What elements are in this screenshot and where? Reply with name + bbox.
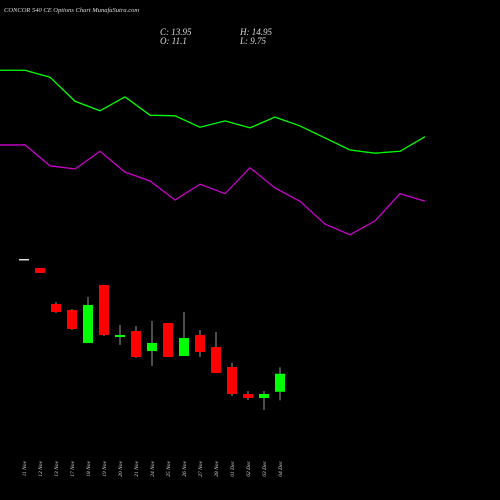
candle-body (99, 285, 109, 335)
readout-label: O: (160, 36, 170, 46)
x-tick-label: 18 Nov (86, 460, 92, 476)
readout-label: H: (239, 27, 250, 37)
candle-body (35, 267, 45, 273)
x-tick-label: 11 Nov (22, 460, 28, 476)
x-tick-label: 27 Nov (198, 460, 204, 476)
candle-body (115, 335, 125, 338)
x-tick-label: 24 Nov (149, 460, 156, 476)
x-tick-label: 20 Nov (118, 460, 124, 476)
candle-body (147, 342, 157, 352)
readout-value: 13.95 (171, 27, 192, 37)
chart-title: CONCOR 540 CE Options Chart MunafaSutra.… (4, 7, 139, 14)
readout: O: 11.1 (160, 36, 187, 46)
candle-body (211, 347, 221, 373)
readout-value: 14.95 (252, 27, 273, 37)
x-tick-label: 19 Nov (102, 460, 108, 476)
readout: C: 13.95 (160, 27, 192, 37)
candle-body (275, 373, 285, 392)
x-tick-label: 01 Dec (230, 460, 236, 476)
x-tick-label: 17 Nov (70, 460, 76, 476)
readout-value: 11.1 (172, 36, 187, 46)
x-tick-label: 02 Dec (246, 460, 252, 476)
x-tick-label: 13 Nov (54, 460, 60, 476)
candle-body (163, 322, 173, 358)
line-series (0, 144, 426, 236)
x-tick-label: 21 Nov (134, 460, 140, 476)
candle-body (131, 331, 141, 358)
candle-body (67, 310, 77, 329)
x-tick-label: 04 Dec (277, 460, 284, 476)
candle-body (227, 367, 237, 394)
candle-body (51, 303, 61, 313)
candle-body (259, 393, 269, 398)
readout: L: 9.75 (239, 36, 267, 46)
line-series (0, 69, 426, 154)
x-tick-label: 28 Nov (214, 460, 220, 476)
candle-body (179, 337, 189, 357)
x-tick-label: 03 Dec (262, 460, 268, 476)
candle-body (243, 393, 253, 398)
readout-label: L: (239, 36, 248, 46)
x-tick-label: 12 Nov (38, 460, 44, 476)
x-tick-label: 26 Nov (182, 460, 188, 476)
candle-body (195, 335, 205, 353)
candle-body (83, 305, 93, 343)
candle-body (19, 258, 29, 261)
readout: H: 14.95 (239, 27, 273, 37)
readout-label: C: (160, 27, 169, 37)
x-tick-label: 25 Nov (166, 460, 172, 476)
readout-value: 9.75 (250, 36, 266, 46)
